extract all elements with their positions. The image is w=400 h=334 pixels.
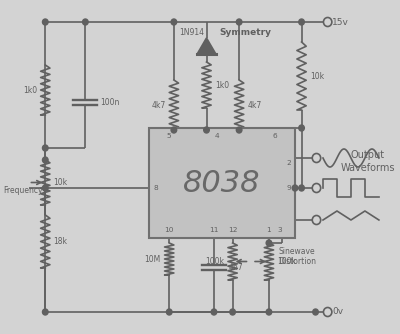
Text: 10k: 10k — [54, 178, 68, 187]
Text: 6: 6 — [272, 133, 277, 139]
Circle shape — [211, 309, 217, 315]
Text: Symmetry: Symmetry — [220, 27, 272, 36]
Circle shape — [171, 19, 177, 25]
Text: 2: 2 — [286, 160, 291, 166]
Circle shape — [236, 127, 242, 133]
Text: 1k0: 1k0 — [23, 86, 37, 95]
Circle shape — [292, 185, 298, 191]
Text: 3: 3 — [277, 227, 282, 233]
Circle shape — [313, 309, 318, 315]
Circle shape — [324, 308, 332, 317]
Text: Frequency: Frequency — [3, 186, 42, 195]
Text: 4k7: 4k7 — [248, 101, 262, 110]
Circle shape — [324, 17, 332, 26]
Circle shape — [204, 127, 209, 133]
Text: 100k: 100k — [277, 257, 296, 266]
Text: Sinewave
Distortion: Sinewave Distortion — [278, 247, 316, 266]
Circle shape — [299, 19, 304, 25]
Text: 100k: 100k — [205, 257, 224, 266]
Text: 10k: 10k — [310, 71, 324, 80]
Text: Waveforms: Waveforms — [340, 163, 395, 173]
Text: 12: 12 — [228, 227, 237, 233]
Circle shape — [42, 309, 48, 315]
Polygon shape — [197, 38, 216, 54]
Circle shape — [312, 215, 321, 224]
Text: 4n7: 4n7 — [229, 263, 244, 272]
Text: 4: 4 — [215, 133, 220, 139]
Text: 10M: 10M — [144, 255, 161, 264]
Circle shape — [299, 125, 304, 131]
Text: 10: 10 — [164, 227, 174, 233]
Circle shape — [166, 309, 172, 315]
Text: 11: 11 — [209, 227, 219, 233]
Text: 0v: 0v — [332, 308, 344, 317]
Bar — [149, 128, 295, 238]
Text: 1k0: 1k0 — [215, 80, 229, 90]
Text: 1: 1 — [266, 227, 271, 233]
Circle shape — [42, 157, 48, 163]
Text: Output: Output — [351, 150, 385, 160]
Circle shape — [299, 185, 304, 191]
Text: 5: 5 — [167, 133, 172, 139]
Circle shape — [266, 309, 272, 315]
Text: 15v: 15v — [332, 17, 349, 26]
Text: 8: 8 — [153, 185, 158, 191]
Text: 18k: 18k — [54, 237, 68, 246]
Circle shape — [42, 19, 48, 25]
Circle shape — [42, 145, 48, 151]
Text: 4k7: 4k7 — [151, 101, 166, 110]
Circle shape — [171, 127, 177, 133]
Circle shape — [82, 19, 88, 25]
Circle shape — [236, 19, 242, 25]
Text: 8038: 8038 — [183, 168, 261, 197]
Text: 1N914: 1N914 — [179, 27, 204, 36]
Circle shape — [266, 240, 272, 246]
Circle shape — [312, 154, 321, 163]
Text: 9: 9 — [286, 185, 291, 191]
Circle shape — [312, 183, 321, 192]
Text: 100n: 100n — [100, 98, 120, 107]
Circle shape — [230, 309, 235, 315]
Circle shape — [42, 185, 48, 191]
